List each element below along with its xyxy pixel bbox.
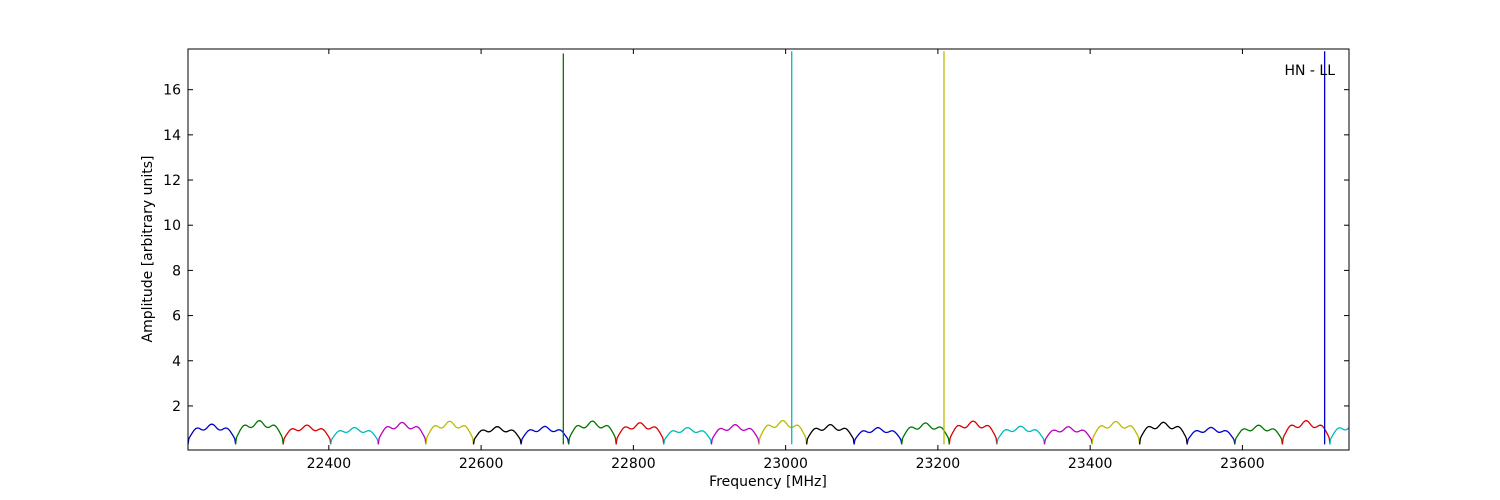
band-series-7 — [520, 425, 570, 445]
y-tick-label: 2 — [172, 399, 181, 415]
y-tick-label: 8 — [172, 263, 181, 279]
x-tick-label: 23600 — [1220, 456, 1265, 472]
plot-frame — [187, 48, 1350, 451]
band-series-6 — [472, 426, 522, 445]
band-series-10 — [663, 426, 713, 445]
band-series-13 — [805, 423, 855, 445]
y-tick-label: 10 — [163, 218, 181, 234]
band-series-9 — [615, 422, 665, 445]
spike-layer — [562, 51, 1326, 445]
chart-annotation: HN - LL — [1284, 63, 1335, 79]
y-axis-ticks: 2 4 6 8 10 12 14 16 — [163, 83, 1349, 415]
band-series-12 — [758, 419, 808, 445]
plot-background — [188, 49, 1349, 450]
band-series-16 — [948, 420, 998, 445]
band-series-23 — [1281, 420, 1331, 445]
x-tick-label: 23400 — [1068, 456, 1113, 472]
x-tick-label: 23000 — [763, 456, 808, 472]
band-series-15 — [901, 422, 950, 445]
band-series-11 — [710, 424, 760, 445]
band-series-19 — [1091, 420, 1141, 445]
series-layer — [187, 419, 1350, 445]
band-series-22 — [1234, 424, 1284, 445]
y-tick-label: 16 — [163, 83, 181, 99]
y-tick-label: 6 — [172, 309, 181, 325]
x-tick-label: 22600 — [459, 456, 504, 472]
band-series-1 — [234, 420, 284, 445]
band-series-8 — [568, 420, 617, 445]
band-series-14 — [853, 426, 903, 445]
x-tick-label: 22800 — [611, 456, 656, 472]
band-series-5 — [425, 420, 475, 445]
band-series-24 — [1329, 427, 1350, 445]
band-series-4 — [377, 421, 427, 445]
band-series-0 — [187, 423, 237, 445]
y-tick-label: 4 — [172, 354, 181, 370]
x-tick-label: 23200 — [916, 456, 961, 472]
y-axis-label: Amplitude [arbitrary units] — [140, 156, 156, 343]
y-tick-label: 12 — [163, 173, 181, 189]
band-series-3 — [330, 426, 379, 445]
x-tick-label: 22400 — [307, 456, 352, 472]
y-tick-label: 14 — [163, 128, 181, 144]
band-series-21 — [1186, 426, 1236, 445]
band-series-18 — [1043, 426, 1093, 445]
band-series-20 — [1138, 421, 1188, 445]
x-axis-label: Frequency [MHz] — [709, 474, 827, 490]
x-axis-ticks: 22400 22600 22800 23000 23200 23400 23600 — [307, 49, 1265, 472]
band-series-2 — [282, 424, 332, 445]
band-series-17 — [996, 425, 1046, 445]
